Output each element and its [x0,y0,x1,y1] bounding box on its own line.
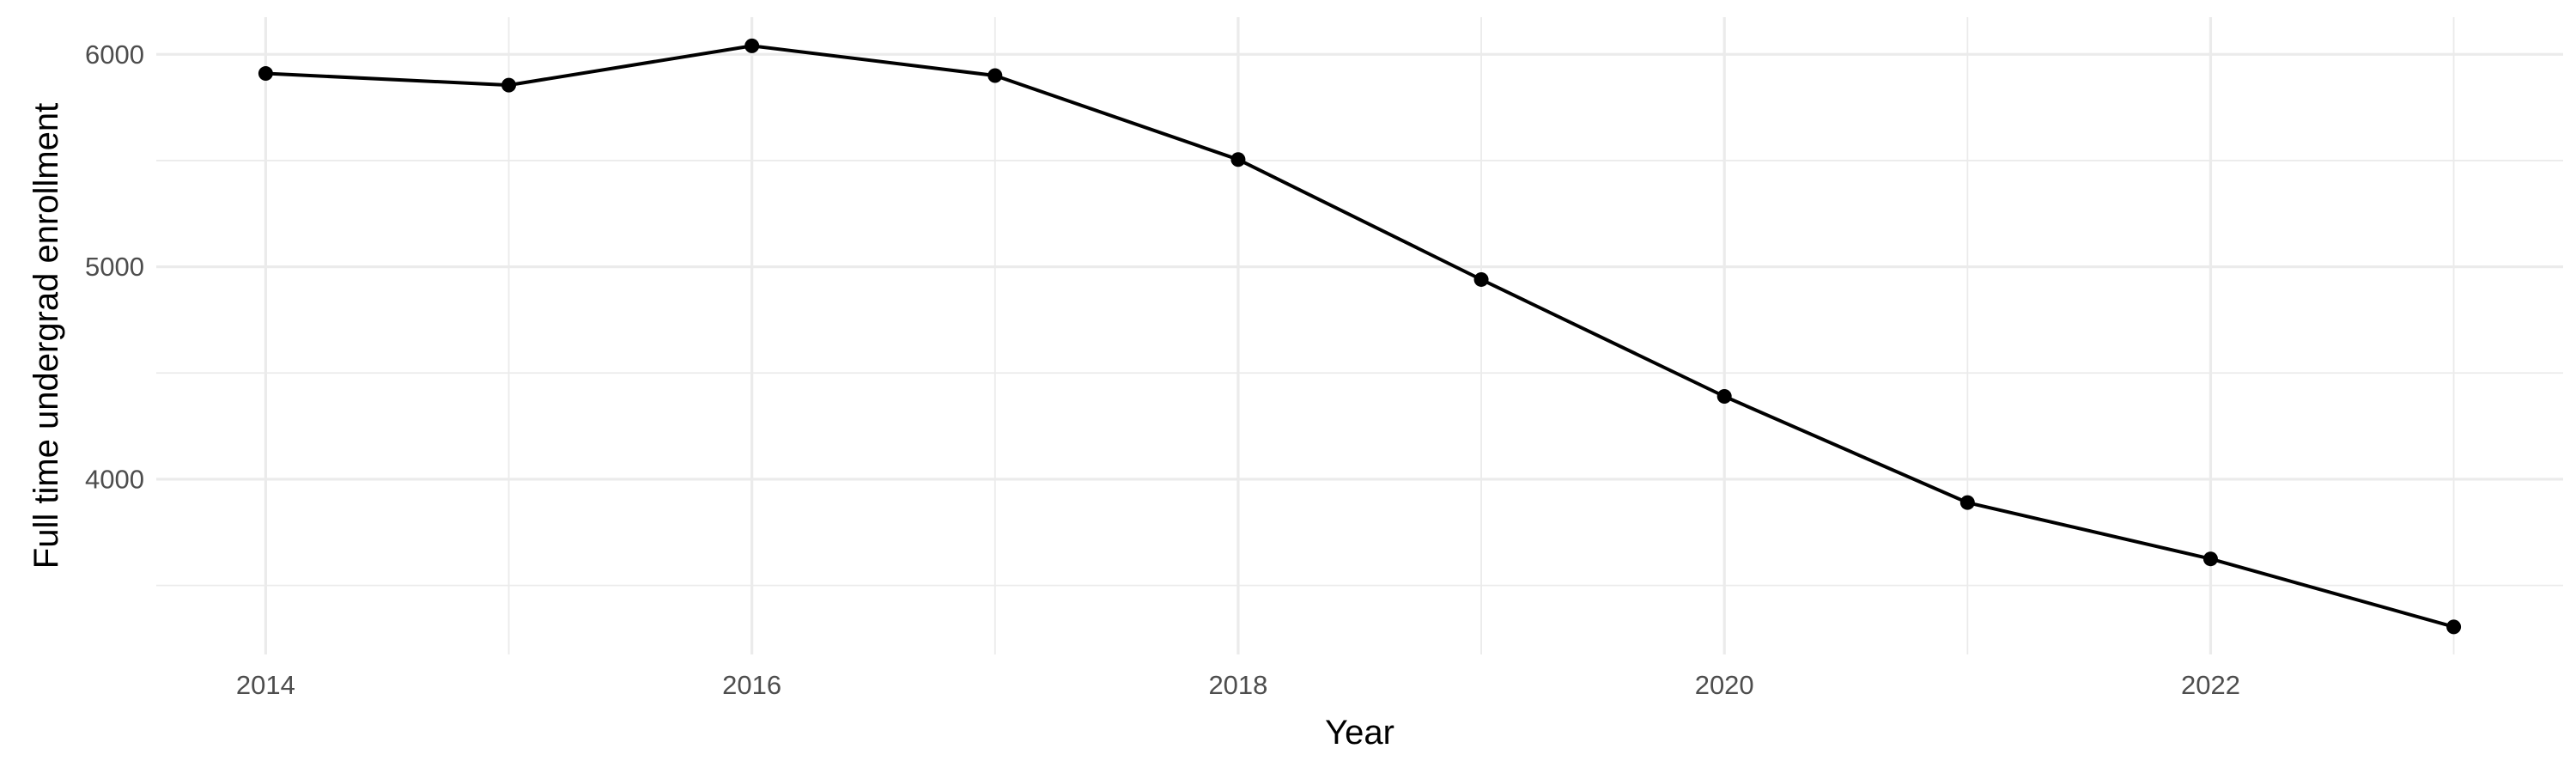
data-point [258,66,273,82]
major-gridlines [156,17,2563,654]
x-axis-title: Year [1325,714,1394,752]
data-point [744,38,760,53]
data-point [1959,495,1975,510]
x-tick-label: 2014 [236,670,295,700]
data-point [2446,619,2462,635]
data-point [501,77,517,93]
data-point [987,68,1003,83]
x-axis-tick-labels: 2014 2016 2018 2020 2022 [236,670,2240,700]
y-axis-title: Full time undergrad enrollment [27,103,65,569]
x-tick-label: 2020 [1695,670,1754,700]
data-point [1230,152,1246,167]
y-axis-tick-labels: 4000 5000 6000 [85,40,144,495]
data-point [2202,551,2218,567]
y-tick-label: 6000 [85,40,144,70]
series-line [265,44,2455,629]
data-point [1716,388,1732,404]
x-tick-label: 2016 [722,670,781,700]
x-tick-label: 2022 [2181,670,2240,700]
x-tick-label: 2018 [1208,670,1267,700]
data-point [1473,271,1489,287]
minor-gridlines [156,17,2563,654]
y-tick-label: 5000 [85,252,144,282]
y-tick-label: 4000 [85,464,144,494]
series-layer [258,38,2462,635]
